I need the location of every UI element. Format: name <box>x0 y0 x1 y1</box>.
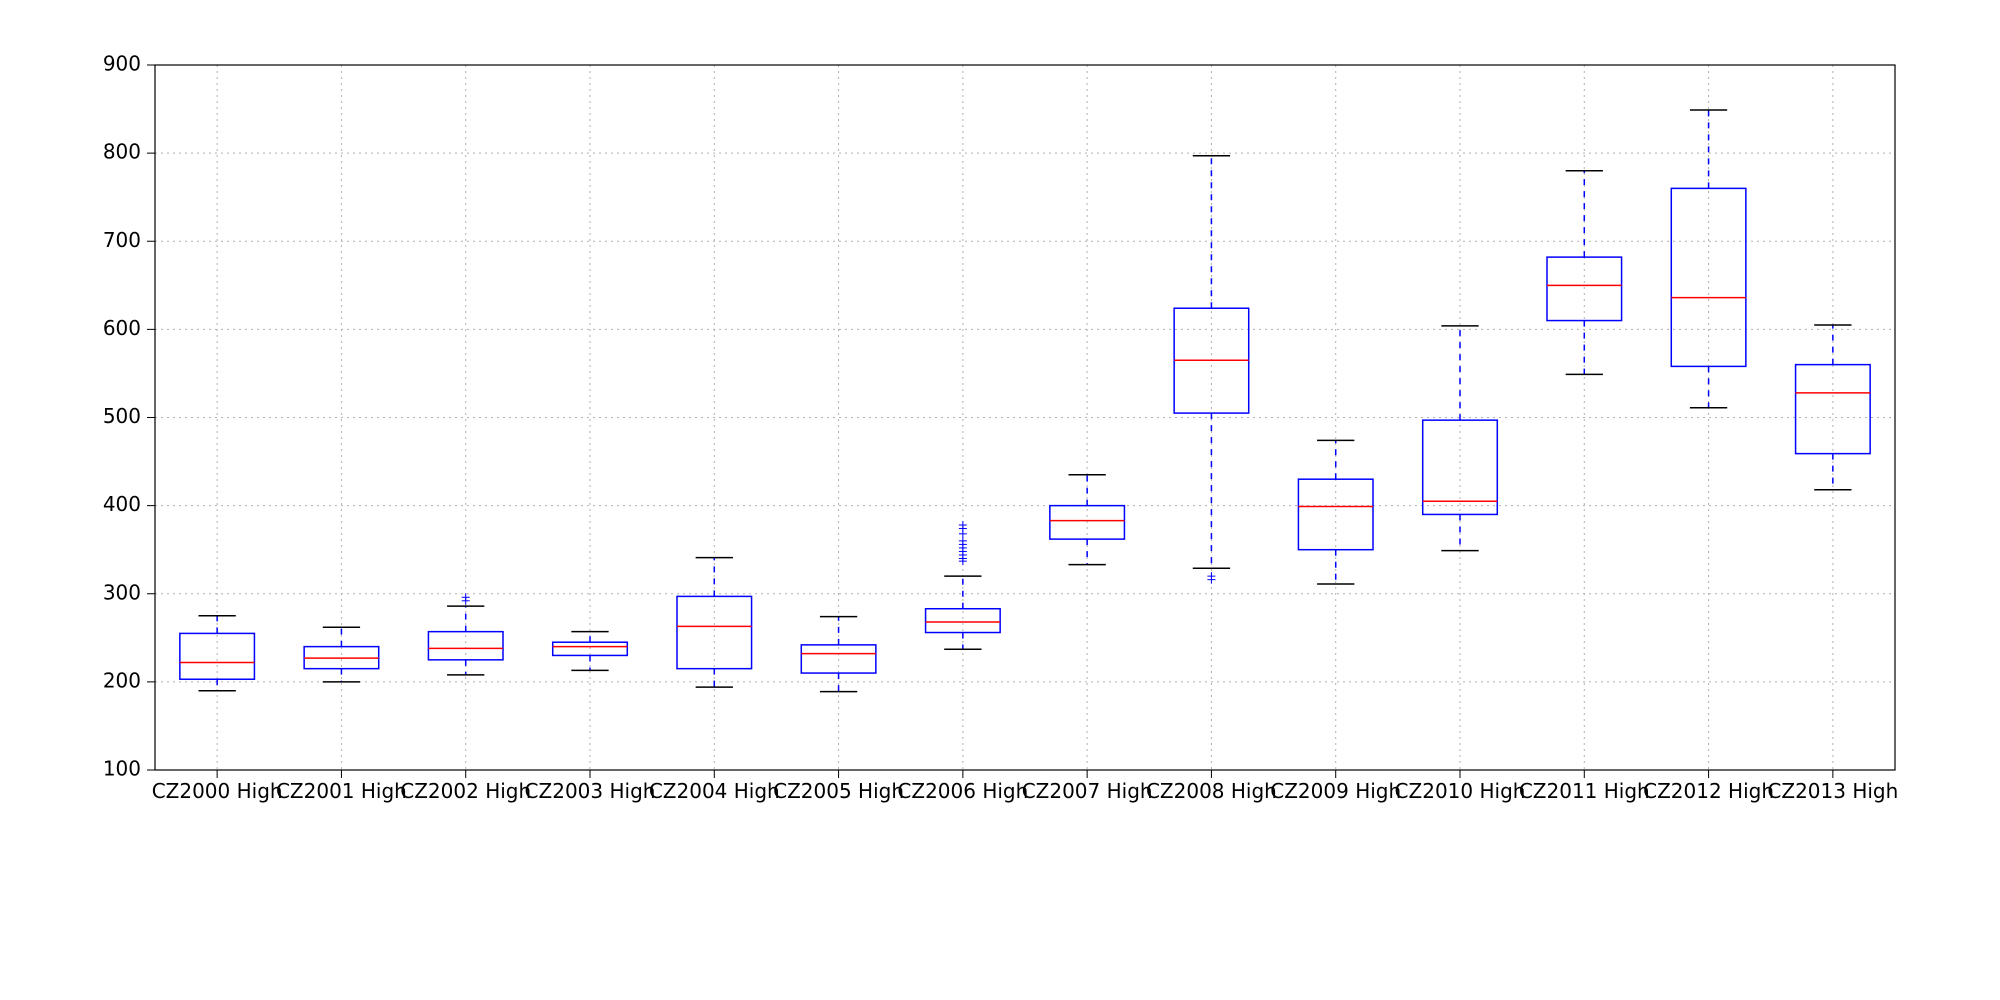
x-tick-label: CZ2001 High <box>276 779 407 803</box>
x-tick-label: CZ2003 High <box>525 779 656 803</box>
boxplot-chart: 100200300400500600700800900CZ2000 HighCZ… <box>0 0 2000 1000</box>
y-tick-label: 700 <box>103 228 141 252</box>
x-tick-label: CZ2010 High <box>1395 779 1526 803</box>
x-tick-label: CZ2008 High <box>1146 779 1277 803</box>
x-tick-label: CZ2012 High <box>1643 779 1774 803</box>
x-tick-label: CZ2006 High <box>897 779 1028 803</box>
chart-svg: 100200300400500600700800900CZ2000 HighCZ… <box>0 0 2000 1000</box>
x-tick-label: CZ2009 High <box>1270 779 1401 803</box>
x-tick-label: CZ2004 High <box>649 779 780 803</box>
y-tick-label: 500 <box>103 404 141 428</box>
y-tick-label: 100 <box>103 757 141 781</box>
y-tick-label: 600 <box>103 316 141 340</box>
x-tick-label: CZ2000 High <box>152 779 283 803</box>
x-tick-label: CZ2013 High <box>1767 779 1898 803</box>
y-tick-label: 900 <box>103 52 141 76</box>
x-tick-label: CZ2011 High <box>1519 779 1650 803</box>
y-tick-label: 800 <box>103 140 141 164</box>
y-tick-label: 200 <box>103 668 141 692</box>
x-tick-label: CZ2005 High <box>773 779 904 803</box>
x-tick-label: CZ2007 High <box>1022 779 1153 803</box>
y-tick-label: 300 <box>103 580 141 604</box>
x-tick-label: CZ2002 High <box>400 779 531 803</box>
y-tick-label: 400 <box>103 492 141 516</box>
